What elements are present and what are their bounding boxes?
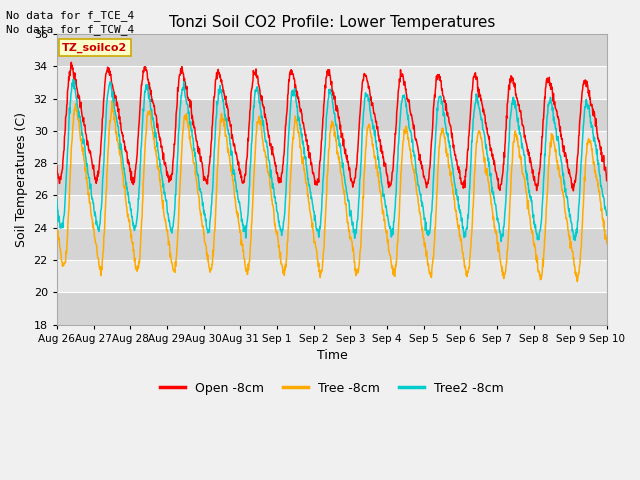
- Text: No data for f_TCW_4: No data for f_TCW_4: [6, 24, 134, 35]
- Open -8cm: [176, 72, 184, 78]
- Tree -8cm: [490, 214, 497, 219]
- Tree2 -8cm: [69, 76, 77, 82]
- Open -8cm: [53, 163, 61, 168]
- Tree2 -8cm: [163, 198, 170, 204]
- Open -8cm: [163, 164, 170, 170]
- Tree2 -8cm: [418, 198, 426, 204]
- Text: TZ_soilco2: TZ_soilco2: [62, 43, 127, 53]
- Tree -8cm: [573, 278, 581, 284]
- Tree2 -8cm: [497, 239, 505, 244]
- Line: Tree -8cm: Tree -8cm: [57, 101, 607, 281]
- Line: Open -8cm: Open -8cm: [57, 62, 607, 191]
- Tree -8cm: [418, 223, 426, 228]
- Open -8cm: [603, 178, 611, 184]
- Bar: [57, 98, 607, 131]
- Tree2 -8cm: [237, 211, 245, 216]
- Tree2 -8cm: [53, 196, 61, 202]
- Text: No data for f_TCE_4: No data for f_TCE_4: [6, 11, 134, 22]
- Tree2 -8cm: [603, 211, 611, 217]
- X-axis label: Time: Time: [317, 349, 348, 362]
- Line: Tree2 -8cm: Tree2 -8cm: [57, 79, 607, 241]
- Y-axis label: Soil Temperatures (C): Soil Temperatures (C): [15, 112, 28, 247]
- Open -8cm: [418, 163, 426, 168]
- Tree2 -8cm: [538, 201, 546, 206]
- Bar: [57, 292, 607, 324]
- Bar: [57, 163, 607, 195]
- Open -8cm: [490, 156, 497, 161]
- Tree2 -8cm: [176, 116, 184, 121]
- Legend: Open -8cm, Tree -8cm, Tree2 -8cm: Open -8cm, Tree -8cm, Tree2 -8cm: [156, 377, 508, 400]
- Tree -8cm: [538, 272, 546, 277]
- Open -8cm: [538, 134, 546, 140]
- Tree -8cm: [163, 222, 170, 228]
- Open -8cm: [237, 175, 245, 180]
- Title: Tonzi Soil CO2 Profile: Lower Temperatures: Tonzi Soil CO2 Profile: Lower Temperatur…: [169, 15, 495, 30]
- Tree -8cm: [603, 241, 611, 247]
- Tree -8cm: [237, 242, 245, 248]
- Open -8cm: [68, 60, 76, 65]
- Bar: [57, 34, 607, 66]
- Tree -8cm: [176, 192, 184, 198]
- Tree -8cm: [108, 98, 116, 104]
- Tree -8cm: [53, 230, 61, 236]
- Bar: [57, 228, 607, 260]
- Tree2 -8cm: [490, 189, 497, 195]
- Open -8cm: [570, 188, 577, 194]
